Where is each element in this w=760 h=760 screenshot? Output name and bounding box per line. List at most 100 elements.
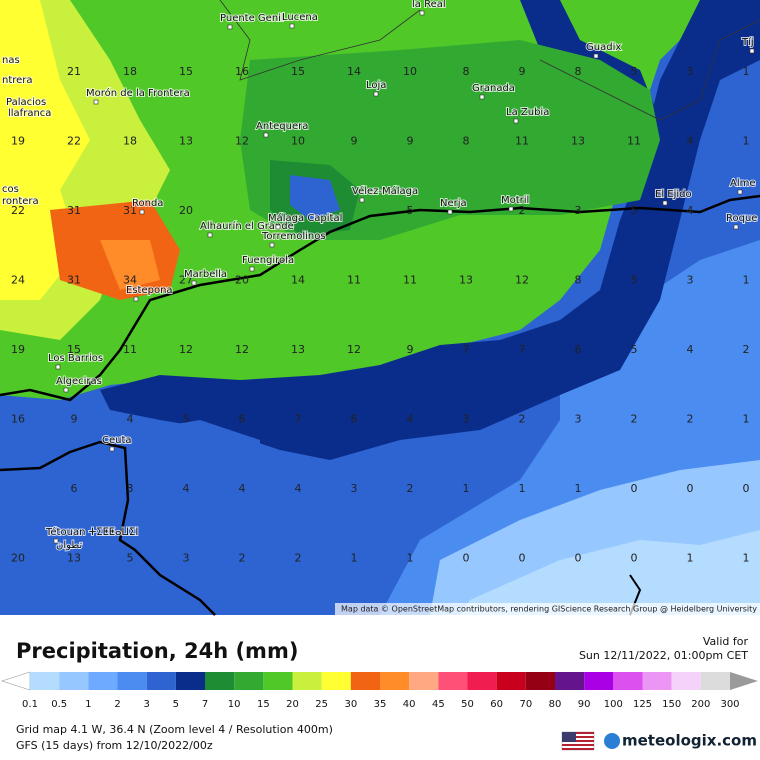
place-dot	[359, 197, 365, 203]
grid-value: 12	[515, 274, 529, 287]
legend-swatch	[205, 672, 235, 690]
valid-label: Valid for	[703, 635, 749, 648]
legend-arrow-high	[730, 672, 758, 690]
map-background	[0, 0, 760, 615]
grid-value: 22	[67, 135, 81, 148]
place-dot	[593, 53, 599, 59]
grid-value: 9	[407, 343, 414, 356]
grid-value: 1	[743, 274, 750, 287]
place-label: Motril	[501, 195, 529, 206]
grid-value: 12	[235, 135, 249, 148]
legend-tick-label: 300	[720, 699, 739, 710]
grid-value: 11	[515, 135, 529, 148]
grid-value: 14	[347, 65, 361, 78]
place-label: rontera	[2, 196, 39, 207]
attribution-bg	[335, 603, 760, 615]
grid-value: 5	[631, 343, 638, 356]
grid-value: 4	[239, 482, 246, 495]
legend-tick-label: 35	[374, 699, 387, 710]
grid-value: 1	[743, 135, 750, 148]
grid-value: 1	[743, 413, 750, 426]
grid-value: 18	[123, 65, 137, 78]
place-label: Fuengirola	[242, 255, 294, 266]
legend-swatch	[30, 672, 60, 690]
legend-tick-label: 0.5	[51, 699, 67, 710]
grid-value: 16	[235, 65, 249, 78]
legend-swatch	[292, 672, 322, 690]
grid-value: 5	[631, 274, 638, 287]
place-dot	[93, 99, 99, 105]
place-label: Torremolinos	[261, 231, 326, 242]
place-label: El Ejido	[655, 189, 692, 200]
place-dot	[508, 206, 514, 212]
grid-value: 12	[235, 343, 249, 356]
grid-value: 31	[67, 204, 81, 217]
grid-value: 4	[687, 343, 694, 356]
brand[interactable]: meteologix.com	[622, 732, 757, 750]
place-label: la Real	[412, 0, 446, 10]
legend-swatch	[88, 672, 118, 690]
legend-tick-label: 3	[143, 699, 149, 710]
grid-value: 3	[463, 413, 470, 426]
place-dot	[737, 189, 743, 195]
grid-value: 31	[123, 204, 137, 217]
grid-value: 19	[11, 343, 25, 356]
grid-value: 20	[11, 552, 25, 565]
place-dot	[373, 91, 379, 97]
grid-value: 21	[67, 65, 81, 78]
place-dot	[662, 200, 668, 206]
grid-value: 0	[631, 482, 638, 495]
place-label: تطوان	[56, 540, 82, 551]
grid-value: 31	[67, 274, 81, 287]
grid-value: 7	[463, 343, 470, 356]
place-label: Antequera	[256, 121, 308, 132]
grid-value: 2	[295, 552, 302, 565]
model-info: GFS (15 days) from 12/10/2022/00z	[16, 739, 213, 752]
grid-info: Grid map 4.1 W, 36.4 N (Zoom level 4 / R…	[16, 723, 333, 736]
legend-tick-label: 80	[549, 699, 562, 710]
place-dot	[269, 242, 275, 248]
grid-value: 9	[407, 135, 414, 148]
place-label: Vélez-Málaga	[352, 185, 418, 197]
place-label: Alme	[730, 178, 756, 189]
legend-swatch	[642, 672, 672, 690]
legend-tick-label: 45	[432, 699, 445, 710]
place-dot	[249, 266, 255, 272]
grid-value: 10	[291, 135, 305, 148]
grid-value: 3	[127, 482, 134, 495]
place-dot	[447, 209, 453, 215]
legend-swatch	[555, 672, 585, 690]
grid-value: 3	[351, 482, 358, 495]
grid-value: 4	[407, 413, 414, 426]
legend-tick-label: 0.1	[22, 699, 38, 710]
legend-tick-label: 20	[286, 699, 299, 710]
grid-value: 14	[291, 274, 305, 287]
place-label: Algeciras	[56, 376, 102, 387]
place-label: Guadix	[586, 42, 621, 53]
grid-value: 24	[11, 274, 25, 287]
grid-value: 1	[743, 552, 750, 565]
attribution: Map data © OpenStreetMap contributors, r…	[341, 605, 757, 614]
legend-tick-label: 125	[633, 699, 652, 710]
place-label: cos	[2, 184, 19, 195]
legend-tick-label: 7	[202, 699, 208, 710]
place-dot	[289, 23, 295, 29]
place-dot	[191, 280, 197, 286]
valid-time: Sun 12/11/2022, 01:00pm CET	[579, 649, 748, 662]
grid-value: 1	[351, 552, 358, 565]
legend-tick-label: 150	[662, 699, 681, 710]
grid-value: 11	[403, 274, 417, 287]
grid-value: 1	[687, 552, 694, 565]
legend-tick-label: 15	[257, 699, 270, 710]
legend-tick-label: 90	[578, 699, 591, 710]
grid-values: 21 18 15 16 15 14 10 8 9 8 5 3 119 22 18 13 12 10 9 9 8 11 13 1…	[11, 65, 750, 565]
grid-value: 8	[575, 65, 582, 78]
grid-value: 18	[123, 135, 137, 148]
place-label: Morón de la Frontera	[86, 87, 190, 99]
grid-value: 1	[743, 65, 750, 78]
flag	[561, 731, 595, 751]
legend-swatch	[409, 672, 439, 690]
grid-value: 13	[571, 135, 585, 148]
grid-value: 1	[463, 482, 470, 495]
